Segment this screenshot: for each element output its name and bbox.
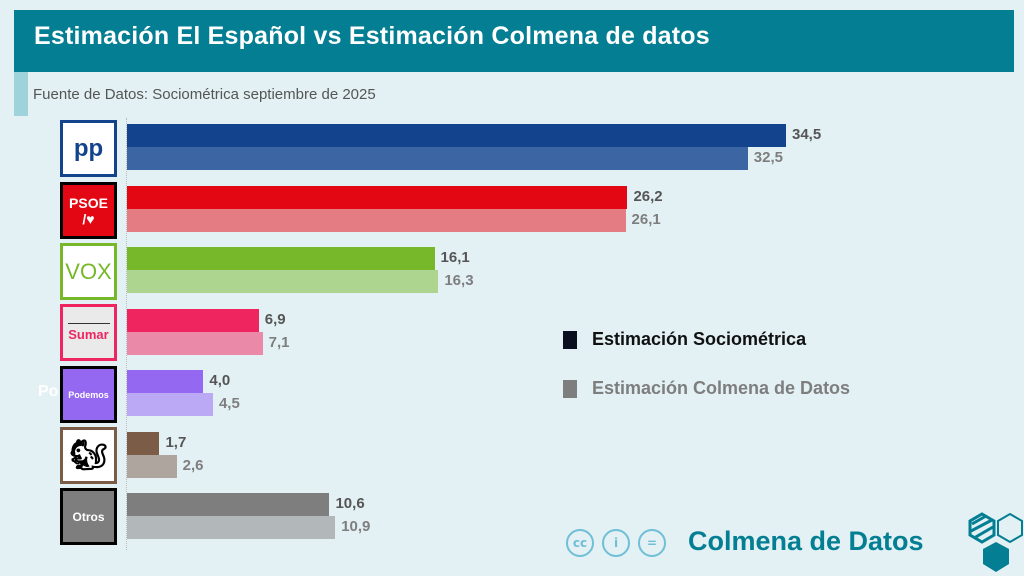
bar-psoe-colmena xyxy=(127,208,626,232)
data-label: 16,1 xyxy=(440,249,470,266)
chart-subtitle: Fuente de Datos: Sociométrica septiembre… xyxy=(33,86,376,103)
bar-podemos-sociometrica xyxy=(127,370,204,393)
legend-swatch xyxy=(563,330,577,349)
logo-pp-text: pp xyxy=(73,134,104,162)
accent-bar xyxy=(14,72,28,116)
bar-psoe-sociometrica xyxy=(127,185,628,209)
logo-otros-text: Otros xyxy=(72,509,105,524)
logo-sumar: Sumar xyxy=(60,304,117,361)
data-label: 4,5 xyxy=(218,395,240,412)
data-label: 26,1 xyxy=(631,210,661,228)
data-label: 10,9 xyxy=(341,518,371,535)
logo-vox-text: VOX xyxy=(65,258,112,284)
title-bar: Estimación El Español vs Estimación Colm… xyxy=(14,10,1014,72)
logo-vox: VOX xyxy=(60,243,117,300)
logo-psoe-text: PSOE xyxy=(69,194,108,211)
legend-label: Estimación Sociométrica xyxy=(592,329,807,349)
y-axis xyxy=(126,118,127,550)
logo-podemos-text: Podemos xyxy=(68,389,109,400)
bar-sumar-sociometrica xyxy=(127,308,259,332)
logo-psoe-heart: /♥ xyxy=(82,210,95,227)
legend-item-colmena: Estimación Colmena de Datos xyxy=(563,378,850,399)
data-label: 6,9 xyxy=(264,310,286,328)
logo-otros: Otros xyxy=(60,488,117,545)
bar-salf-sociometrica xyxy=(127,431,160,455)
logo-sumar-text: Sumar xyxy=(68,327,109,342)
chart-title: Estimación El Español vs Estimación Colm… xyxy=(34,22,710,50)
bar-sumar-colmena xyxy=(127,331,263,355)
bar-otros-sociometrica xyxy=(127,493,330,516)
hexagon-logo-icon xyxy=(968,512,1023,572)
logo-pp: pp xyxy=(60,120,117,177)
bar-podemos-colmena xyxy=(127,393,213,416)
bar-pp-colmena xyxy=(127,147,748,170)
logo-sumar-line xyxy=(67,323,110,324)
no-derivatives-icon: = xyxy=(638,529,666,557)
bar-salf-colmena xyxy=(127,454,177,478)
legend-swatch xyxy=(563,379,577,398)
data-label: 32,5 xyxy=(753,149,783,166)
cc-icon: cc xyxy=(566,529,594,557)
data-label: 1,7 xyxy=(165,433,187,451)
bar-vox-colmena xyxy=(127,270,439,293)
logo-podemos: Podemos xyxy=(60,366,117,423)
bar-vox-sociometrica xyxy=(127,247,435,270)
no-derivatives-icon-text: = xyxy=(646,536,658,550)
data-label: 16,3 xyxy=(444,272,474,289)
clipped-label: Po xyxy=(38,383,59,400)
legend-item-sociometrica: Estimación Sociométrica xyxy=(563,329,806,350)
data-label: 10,6 xyxy=(335,495,365,512)
data-label: 7,1 xyxy=(268,333,290,351)
data-label: 26,2 xyxy=(633,187,663,205)
bar-otros-colmena xyxy=(127,516,336,539)
brand-name: Colmena de Datos xyxy=(688,526,924,556)
logo-salf-squirrel: 🐿 xyxy=(60,427,117,484)
data-label: 34,5 xyxy=(792,126,822,143)
logo-psoe: PSOE/♥ xyxy=(60,182,117,239)
bar-pp-sociometrica xyxy=(127,124,786,147)
data-label: 2,6 xyxy=(182,456,204,474)
attribution-icon: i xyxy=(602,529,630,557)
cc-icon-text: cc xyxy=(572,536,588,550)
data-label: 4,0 xyxy=(209,372,231,389)
legend-label: Estimación Colmena de Datos xyxy=(592,378,851,398)
attribution-icon-text: i xyxy=(613,536,619,550)
